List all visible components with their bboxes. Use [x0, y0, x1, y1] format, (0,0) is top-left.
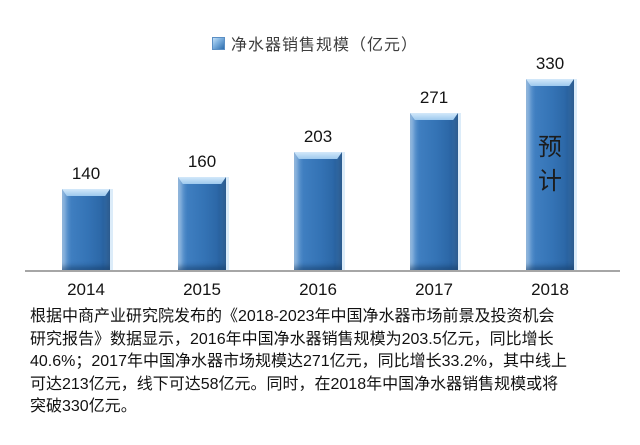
paragraph-line: 根据中商产业研究院发布的《2018-2023年中国净水器市场前景及投资机会 [30, 308, 555, 325]
bar-2017 [410, 113, 458, 270]
x-tick-label-2014: 2014 [67, 280, 105, 299]
forecast-annotation: 预计 [538, 135, 562, 195]
bar-value-label: 330 [535, 54, 565, 73]
bar-column-2018: 330 预计 [492, 54, 608, 270]
bar-column-2014: 140 [28, 164, 144, 270]
bar-value-label: 140 [71, 164, 101, 183]
bar-column-2017: 271 [376, 88, 492, 270]
paragraph-line: 研究报告》数据显示，2016年中国净水器销售规模为203.5亿元，同比增长 [30, 330, 554, 348]
legend-swatch-icon [211, 36, 225, 50]
bar-column-2016: 203 [260, 127, 376, 270]
bar-2015 [178, 177, 226, 270]
bar-column-2015: 160 [144, 152, 260, 270]
x-axis-line [25, 270, 620, 272]
x-tick-label-2017: 2017 [415, 280, 453, 299]
paragraph-line: 突破330亿元。 [30, 398, 137, 415]
x-tick-label-2016: 2016 [299, 280, 337, 299]
paragraph-line: 40.6%；2017年中国净水器市场规模达271亿元，同比增长33.2%，其中线… [30, 353, 568, 370]
x-tick-label-2015: 2015 [183, 280, 221, 299]
x-axis-labels: 2014 2015 2016 2017 2018 [28, 280, 608, 300]
bar-2016 [294, 152, 342, 270]
bar-2018: 预计 [526, 79, 574, 270]
bar-value-label: 203 [303, 127, 333, 146]
bar-value-label: 271 [419, 88, 449, 107]
paragraph-line: 可达213亿元，线下可达58亿元。同时，在2018年中国净水器销售规模或将 [30, 375, 559, 393]
legend-label: 净水器销售规模（亿元） [230, 37, 418, 54]
bar-value-label: 160 [187, 152, 217, 171]
bars-row: 140 160 203 271 330 预计 [28, 54, 608, 270]
source-paragraph: 根据中商产业研究院发布的《2018-2023年中国净水器市场前景及投资机会 研究… [30, 306, 630, 419]
chart-legend: 净水器销售规模（亿元） [0, 31, 630, 55]
bar-2014 [62, 189, 110, 270]
x-tick-label-2018: 2018 [531, 280, 569, 299]
